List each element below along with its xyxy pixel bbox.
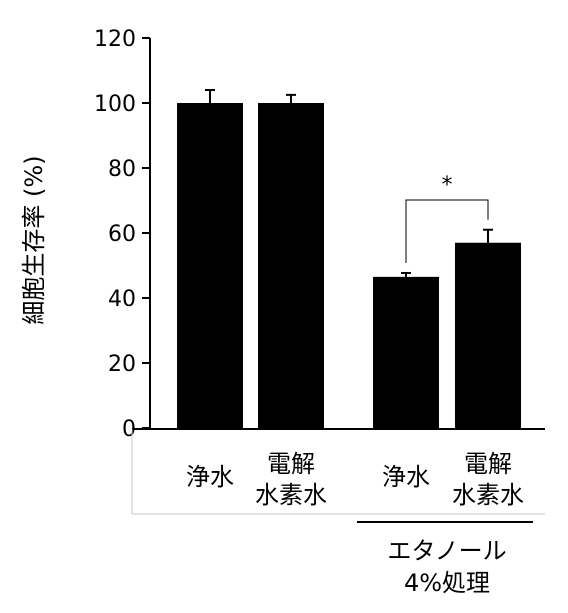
category-label: 電解 [464, 450, 512, 478]
significance-marker: * [442, 173, 453, 198]
category-label: 浄水 [186, 463, 234, 491]
y-tick-label: 120 [94, 27, 136, 52]
bar [177, 103, 243, 428]
y-tick-label: 20 [108, 352, 136, 377]
bar [258, 103, 324, 428]
category-label: 電解 [267, 450, 315, 478]
bar [455, 242, 521, 428]
bars [177, 89, 521, 428]
category-label: 水素水 [452, 481, 524, 509]
group-label: エタノール 4%処理 [357, 521, 533, 597]
group-label-line2: 4%処理 [404, 569, 490, 597]
y-tick-label: 40 [108, 287, 136, 312]
y-tick-label: 60 [108, 222, 136, 247]
y-tick-label: 80 [108, 157, 136, 182]
category-label: 浄水 [382, 463, 430, 491]
y-axis-label: 細胞生存率 (%) [20, 155, 48, 324]
y-tick-label: 100 [94, 92, 136, 117]
bar [373, 276, 439, 428]
group-label-line1: エタノール [387, 537, 506, 565]
significance-line [405, 199, 489, 263]
significance-bracket: * [405, 173, 489, 263]
category-label: 水素水 [255, 481, 327, 509]
